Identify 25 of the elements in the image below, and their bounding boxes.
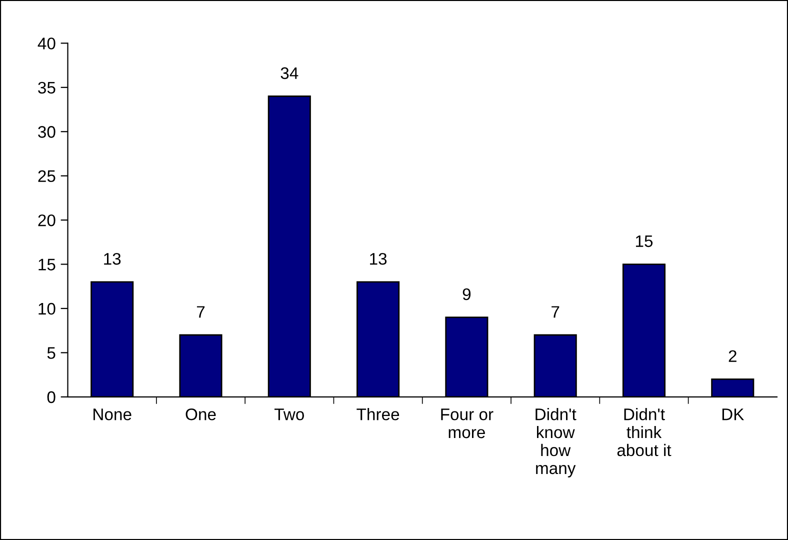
- y-tick-label: 5: [47, 347, 56, 359]
- x-tick-label: Four or more: [441, 408, 494, 438]
- data-label: 2: [728, 350, 736, 362]
- y-tick-label: 30: [38, 126, 56, 138]
- x-tick-label: Didn't know how many: [536, 408, 576, 478]
- y-tick-label: 0: [47, 391, 56, 404]
- y-tick-label: 15: [38, 258, 56, 270]
- data-label: 34: [280, 67, 298, 80]
- y-tick-label: 20: [38, 214, 56, 226]
- x-tick-label: One: [186, 408, 216, 420]
- y-tick-label: 25: [38, 170, 56, 182]
- data-label: 13: [104, 252, 121, 265]
- x-tick-label: Didn't think about it: [617, 408, 672, 456]
- y-tick-label: 35: [38, 82, 56, 94]
- data-label: 7: [196, 306, 205, 318]
- data-label: 15: [636, 235, 653, 248]
- x-tick-label: Three: [356, 408, 400, 420]
- x-tick-label: Two: [274, 408, 304, 420]
- y-tick-label: 10: [38, 302, 56, 315]
- y-tick-label: 40: [38, 38, 56, 50]
- x-tick-label: None: [94, 408, 132, 420]
- x-tick-label: DK: [722, 408, 744, 420]
- data-label: 7: [552, 306, 560, 318]
- data-label: 9: [462, 288, 471, 300]
- data-label: 13: [370, 252, 387, 265]
